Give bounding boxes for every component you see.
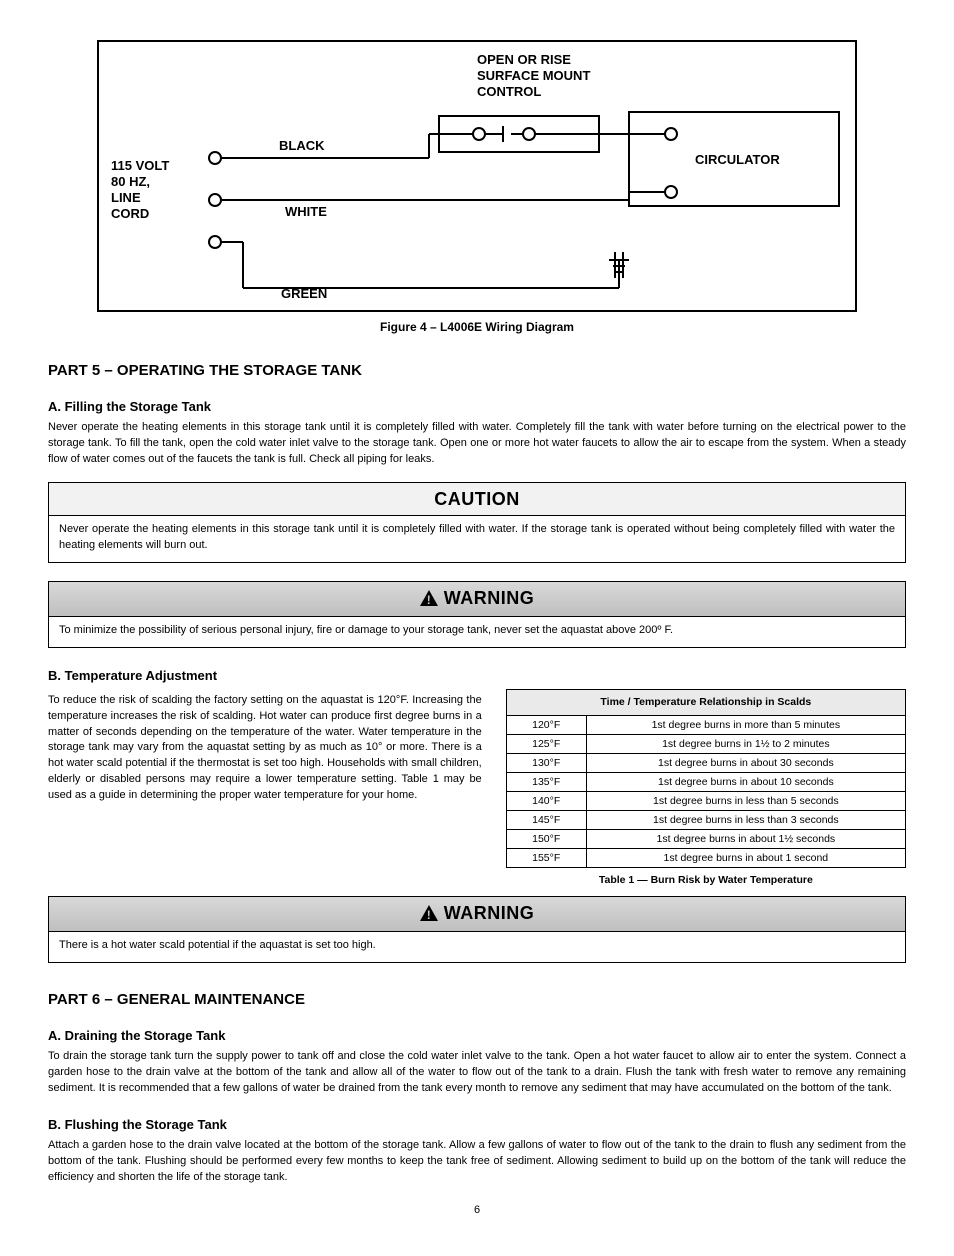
caution-body: Never operate the heating elements in th…: [49, 516, 905, 562]
warning-icon: !: [420, 905, 438, 926]
burn-temp: 130°F: [506, 754, 586, 773]
table-row: 135°F1st degree burns in about 10 second…: [506, 773, 905, 792]
burn-temp: 135°F: [506, 773, 586, 792]
warning-body-2: There is a hot water scald potential if …: [49, 932, 905, 962]
svg-text:!: !: [427, 593, 432, 606]
table-row: 130°F1st degree burns in about 30 second…: [506, 754, 905, 773]
table-row: 145°F1st degree burns in less than 3 sec…: [506, 811, 905, 830]
tempadjust-heading: B. Temperature Adjustment: [48, 668, 906, 683]
linecord-line-2: 80 HZ,: [111, 174, 150, 189]
caution-box: CAUTION Never operate the heating elemen…: [48, 482, 906, 563]
burn-table: Time / Temperature Relationship in Scald…: [506, 689, 906, 869]
page-number: 6: [48, 1204, 906, 1216]
diagram-title-line-1: OPEN OR RISE: [477, 52, 571, 67]
wiring-diagram-svg: OPEN OR RISE SURFACE MOUNT CONTROL 115 V…: [99, 42, 859, 314]
burn-effect: 1st degree burns in less than 5 seconds: [586, 792, 905, 811]
warning-header-2-text: WARNING: [444, 903, 535, 923]
table-row: 120°F1st degree burns in more than 5 min…: [506, 716, 905, 735]
burn-effect: 1st degree burns in less than 3 seconds: [586, 811, 905, 830]
warning-box-2: ! WARNING There is a hot water scald pot…: [48, 896, 906, 963]
warning-header-1: ! WARNING: [49, 582, 905, 617]
filling-heading: A. Filling the Storage Tank: [48, 399, 906, 414]
part5-heading: PART 5 – OPERATING THE STORAGE TANK: [48, 362, 906, 379]
burn-temp: 125°F: [506, 735, 586, 754]
burn-effect: 1st degree burns in about 10 seconds: [586, 773, 905, 792]
table-row: 140°F1st degree burns in less than 5 sec…: [506, 792, 905, 811]
tempadjust-text: To reduce the risk of scalding the facto…: [48, 693, 482, 805]
linecord-line-4: CORD: [111, 206, 149, 221]
linecord-line-1: 115 VOLT: [111, 158, 169, 173]
burn-temp: 140°F: [506, 792, 586, 811]
burn-effect: 1st degree burns in about 30 seconds: [586, 754, 905, 773]
burn-effect: 1st degree burns in more than 5 minutes: [586, 716, 905, 735]
filling-text: Never operate the heating elements in th…: [48, 420, 906, 468]
svg-text:!: !: [427, 908, 432, 921]
warning-box-1: ! WARNING To minimize the possibility of…: [48, 581, 906, 648]
burn-temp: 120°F: [506, 716, 586, 735]
table-row: 125°F1st degree burns in 1½ to 2 minutes: [506, 735, 905, 754]
diagram-title-line-2: SURFACE MOUNT: [477, 68, 590, 83]
burn-effect: 1st degree burns in about 1 second: [586, 849, 905, 868]
warning-body-1: To minimize the possibility of serious p…: [49, 617, 905, 647]
drain-heading: A. Draining the Storage Tank: [48, 1028, 906, 1043]
part6-heading: PART 6 – GENERAL MAINTENANCE: [48, 991, 906, 1008]
flush-heading: B. Flushing the Storage Tank: [48, 1117, 906, 1132]
wiring-diagram: OPEN OR RISE SURFACE MOUNT CONTROL 115 V…: [97, 40, 857, 312]
flush-text: Attach a garden hose to the drain valve …: [48, 1138, 906, 1186]
wire-white-label: WHITE: [285, 204, 327, 219]
burn-effect: 1st degree burns in about 1½ seconds: [586, 830, 905, 849]
table-row: 150°F1st degree burns in about 1½ second…: [506, 830, 905, 849]
burn-table-header: Time / Temperature Relationship in Scald…: [506, 689, 905, 716]
burn-table-caption: Table 1 — Burn Risk by Water Temperature: [506, 874, 906, 886]
burn-temp: 150°F: [506, 830, 586, 849]
diagram-title-line-3: CONTROL: [477, 84, 541, 99]
warning-icon: !: [420, 590, 438, 611]
caution-header: CAUTION: [49, 483, 905, 516]
burn-temp: 155°F: [506, 849, 586, 868]
figure-caption: Figure 4 – L4006E Wiring Diagram: [48, 320, 906, 334]
drain-text: To drain the storage tank turn the suppl…: [48, 1049, 906, 1097]
burn-temp: 145°F: [506, 811, 586, 830]
table-row: 155°F1st degree burns in about 1 second: [506, 849, 905, 868]
linecord-line-3: LINE: [111, 190, 141, 205]
wire-black-label: BLACK: [279, 138, 325, 153]
warning-header-1-text: WARNING: [444, 588, 535, 608]
circulator-label: CIRCULATOR: [695, 152, 780, 167]
burn-effect: 1st degree burns in 1½ to 2 minutes: [586, 735, 905, 754]
warning-header-2: ! WARNING: [49, 897, 905, 932]
